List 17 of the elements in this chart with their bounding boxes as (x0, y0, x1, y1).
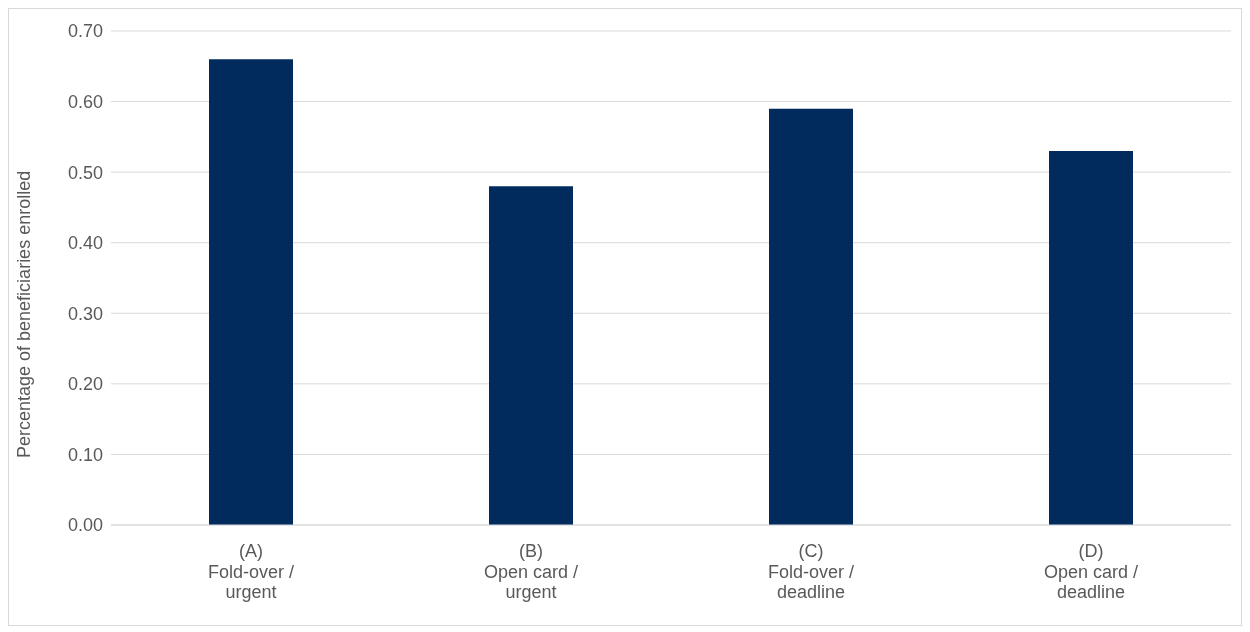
bar (209, 59, 293, 525)
x-tick-label: (C) Fold-over / deadline (767, 541, 855, 603)
bar (769, 108, 853, 525)
y-tick-label: 0.50 (67, 162, 103, 183)
bar (1049, 150, 1133, 525)
y-tick-label: 0.10 (67, 444, 103, 465)
y-tick-label: 0.20 (67, 374, 103, 395)
y-tick-label: 0.00 (67, 515, 103, 536)
x-tick-label: (A) Fold-over / urgent (207, 541, 295, 603)
x-tick-label: (D) Open card / deadline (1043, 541, 1139, 603)
bar (489, 186, 573, 525)
y-tick-label: 0.40 (67, 233, 103, 254)
y-tick-label: 0.60 (67, 91, 103, 112)
y-tick-label: 0.70 (67, 21, 103, 42)
x-tick-label: (B) Open card / urgent (483, 541, 579, 603)
y-axis-title: Percentage of beneficiaries enrolled (14, 170, 35, 458)
y-tick-label: 0.30 (67, 303, 103, 324)
